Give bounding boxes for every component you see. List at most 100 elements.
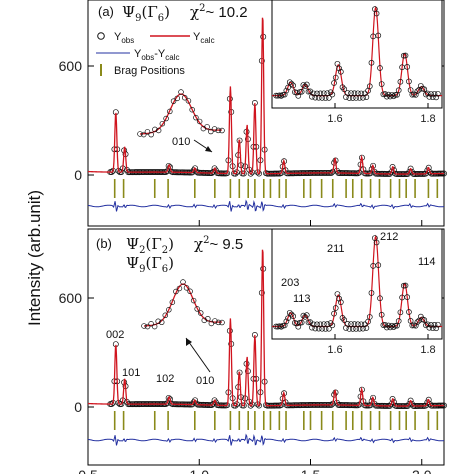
zoom-point: [159, 120, 166, 127]
inset-point: [295, 92, 302, 99]
inset-point: [332, 305, 339, 311]
zoom-point: [205, 315, 211, 322]
panel-b-frame: [87, 228, 445, 466]
inset-point: [377, 295, 383, 302]
inset-point: [290, 313, 297, 320]
inset-point: [373, 10, 380, 17]
observed-point: [232, 402, 239, 409]
y-axis-label: Intensity (arb.unit): [25, 190, 44, 326]
x-tick-label: 2.0: [412, 467, 432, 474]
zoom-point: [215, 127, 222, 134]
observed-point: [193, 400, 200, 407]
inset-point: [404, 294, 411, 300]
observed-point: [389, 164, 396, 170]
inset-point: [402, 282, 409, 289]
inset-point: [429, 325, 436, 331]
inset-point: [433, 94, 439, 101]
inset-point: [387, 324, 394, 331]
y-tick-label: 600: [59, 290, 83, 306]
legend-calc-label: Ycalc: [193, 31, 215, 45]
observed-point: [240, 402, 247, 409]
panel-b-difference-curve: [87, 433, 445, 446]
inset-point: [300, 82, 307, 88]
inset-point: [404, 64, 411, 70]
zoom-point: [187, 288, 193, 295]
panel-a-inset-frame: [271, 0, 443, 109]
zoom-point: [155, 318, 161, 325]
zoom-point: [180, 279, 186, 285]
y-tick-label: 600: [59, 58, 83, 74]
hkl-label-102: 102: [156, 373, 174, 385]
inset-point: [295, 323, 302, 330]
inset-point: [283, 87, 290, 94]
inset-point: [400, 52, 407, 59]
x-tick-label: 0.5: [78, 467, 98, 474]
zoom-point: [208, 320, 215, 327]
inset-point: [278, 92, 285, 99]
inset-point: [346, 326, 353, 332]
panel-b-chi-square: χ2~ 9.5: [194, 235, 243, 253]
panel-b-inset-points: [273, 235, 441, 332]
zoom-point: [151, 323, 158, 330]
panel-b-model-1: Ψ2(Γ2): [126, 235, 174, 256]
zoom-point: [155, 127, 162, 134]
zoom-point: [141, 323, 147, 329]
panel-b: 0 600 010 (b) Ψ2(Γ2) Ψ9(Γ6) χ2~ 9.5 002 1…: [59, 228, 447, 466]
observed-point: [425, 164, 432, 171]
inset-point: [302, 314, 308, 320]
inset-point: [361, 321, 368, 328]
inset-point: [390, 93, 397, 100]
hkl-label-002: 002: [106, 329, 124, 341]
zoom-point: [212, 318, 218, 324]
panel-a-calculated-curve: [87, 17, 445, 175]
inset-point: [344, 90, 351, 96]
zoom-point: [173, 288, 179, 295]
inset-point: [385, 322, 392, 329]
panel-a-zoom-curve: [139, 93, 223, 135]
zoom-point: [190, 297, 197, 304]
observed-point: [192, 397, 199, 404]
legend-bragg-label: Brag Positions: [114, 65, 185, 77]
zoom-point: [167, 108, 173, 115]
inset-point: [300, 312, 307, 319]
inset-hkl-203: 203: [281, 277, 299, 289]
zoom-point: [183, 285, 190, 291]
zoom-point: [163, 115, 169, 122]
panel-a-frame: [87, 0, 445, 227]
legend-diff-label: Yobs-Ycalc: [134, 48, 179, 62]
panel-b-inset: 1.6 1.8 203 113 211 212 114: [271, 228, 443, 356]
inset-point: [428, 322, 434, 328]
inset-point: [278, 323, 285, 330]
inset-point: [303, 312, 310, 319]
inset-point: [339, 84, 346, 91]
observed-point: [389, 396, 396, 402]
inset-point: [431, 91, 438, 97]
inset-point: [331, 80, 337, 86]
observed-point: [407, 165, 414, 172]
panel-a-inset: 1.6 1.8: [271, 0, 443, 125]
inset-point: [433, 325, 439, 332]
observed-point: [232, 170, 239, 177]
observed-point: [210, 400, 217, 407]
inset-point: [341, 317, 348, 323]
panel-b-model-2: Ψ9(Γ6): [126, 254, 174, 275]
x-tick-label: 1.5: [301, 467, 321, 474]
zoom-point: [140, 131, 147, 138]
panel-b-zoom-arrowhead: [186, 338, 192, 346]
inset-point: [363, 94, 370, 100]
hkl-label-101: 101: [122, 367, 140, 379]
observed-point: [407, 397, 414, 404]
inset-point: [395, 318, 402, 324]
observed-point: [247, 402, 254, 409]
inset-point: [426, 93, 433, 100]
inset-point: [428, 91, 434, 97]
panel-a-bragg-ticks: [113, 179, 439, 198]
x-axis: 0.5 1.0 1.5 2.0: [78, 220, 432, 474]
inset-point: [421, 86, 428, 93]
inset-point: [309, 324, 315, 331]
inset-hkl-212: 212: [380, 231, 398, 243]
inset-point: [337, 299, 344, 306]
inset-point: [429, 94, 436, 101]
inset-a-tick-label-2: 1.8: [420, 113, 435, 125]
inset-point: [288, 80, 295, 87]
